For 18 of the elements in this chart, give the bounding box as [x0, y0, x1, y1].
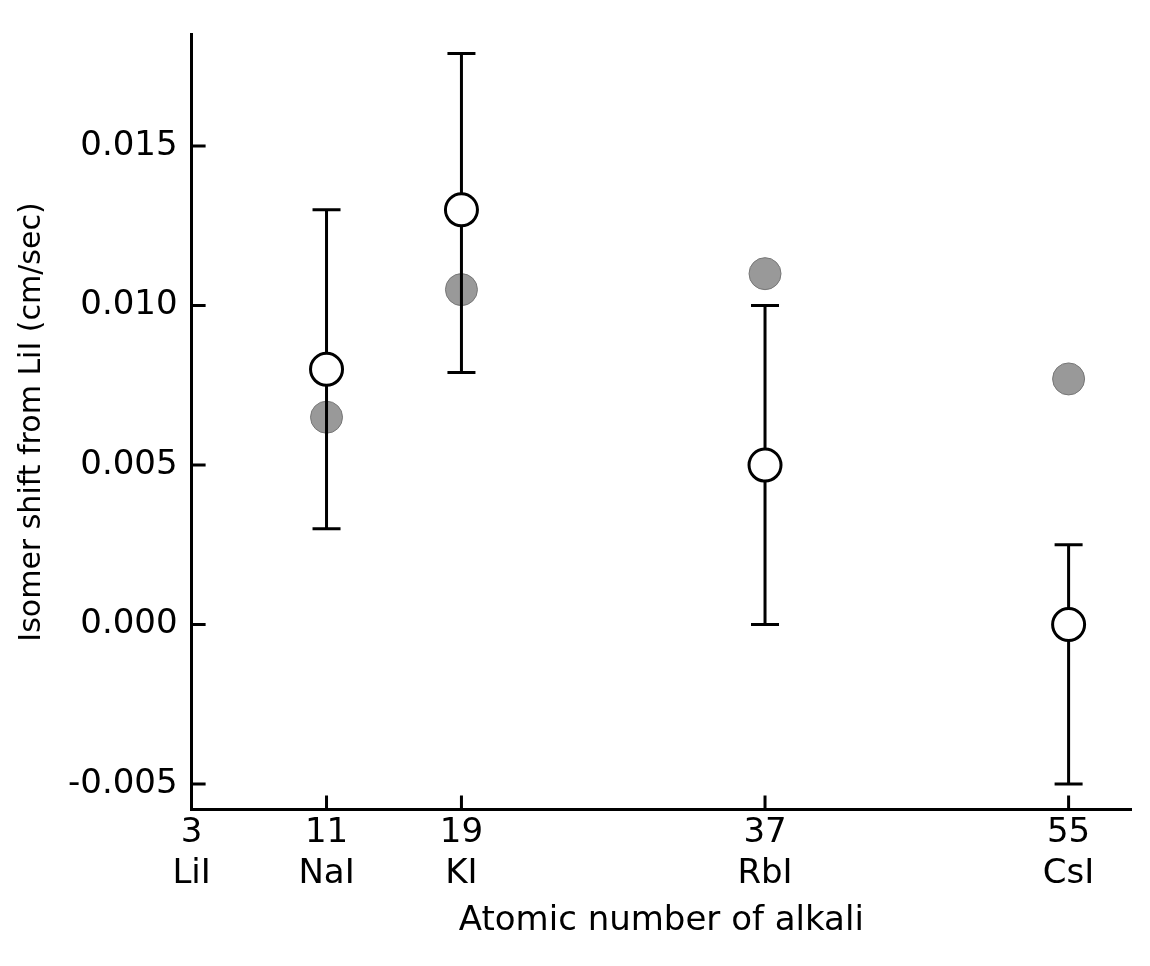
y-tick-label: 0.005: [80, 441, 178, 482]
point: [1052, 362, 1086, 396]
point: [309, 351, 345, 387]
point: [443, 192, 479, 228]
y-tick-label: 0.000: [80, 601, 178, 642]
x-tick-label: 11 NaI: [298, 809, 355, 891]
point: [748, 257, 782, 291]
x-tick-label: 19 KI: [439, 809, 484, 891]
y-axis-title: Isomer shift from LiI (cm/sec): [11, 202, 47, 642]
y-tick-label: 0.010: [80, 282, 178, 323]
point: [1051, 607, 1087, 643]
y-tick-label: -0.005: [67, 760, 178, 801]
x-axis-title: Atomic number of alkali: [458, 898, 864, 939]
y-tick-label: 0.015: [80, 122, 178, 163]
x-tick-label: 55 CsI: [1042, 809, 1095, 891]
x-tick-label: 3 LiI: [172, 809, 211, 891]
point: [747, 447, 783, 483]
x-tick-label: 37 RbI: [737, 809, 793, 891]
